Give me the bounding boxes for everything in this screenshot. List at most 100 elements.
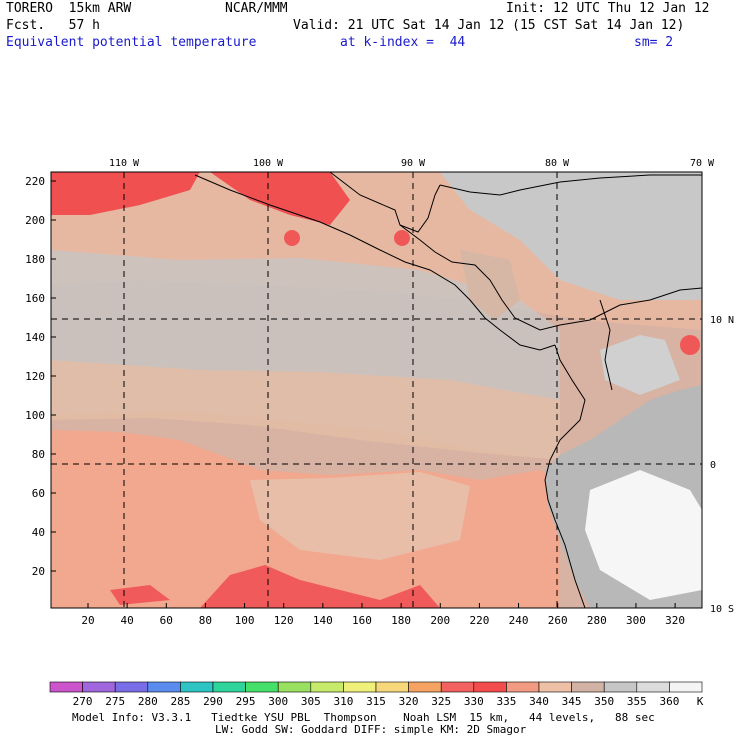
x-tick-label: 80 [199, 614, 212, 627]
lon-label: 100 W [253, 158, 284, 169]
valid-time: Valid: 21 UTC Sat 14 Jan 12 (15 CST Sat … [293, 18, 685, 33]
colorbar-swatch [277, 681, 312, 693]
x-tick-label: 20 [81, 614, 94, 627]
model-info: Model Info: V3.3.1 Tiedtke YSU PBL Thomp… [72, 711, 655, 724]
y-tick-label: 100 [25, 409, 45, 422]
caribbean-coast [399, 224, 702, 331]
colorbar-swatch [310, 681, 344, 693]
field-name: Equivalent potential temperature [6, 35, 257, 50]
colorbar-swatch [147, 681, 181, 693]
x-tick-label: 40 [121, 614, 134, 627]
colorbar-swatch [245, 681, 279, 693]
colorbar-label: 270 [73, 695, 93, 708]
ept-mid-band [51, 360, 560, 460]
colorbar-swatch [49, 681, 83, 693]
forecast-hour: Fcst. 57 h [6, 18, 100, 33]
ept-south-pocket [250, 472, 470, 560]
colorbar-label: 315 [366, 695, 386, 708]
colorbar-label: 335 [496, 695, 516, 708]
ept-red-spot-gulf [394, 230, 410, 246]
ept-red-northwest [51, 172, 200, 215]
colorbar-swatch [669, 681, 703, 693]
pacific-coast-central-america [194, 174, 556, 351]
lat-label: 10 S [710, 604, 734, 615]
x-tick-label: 280 [587, 614, 607, 627]
x-tick-label: 160 [352, 614, 372, 627]
colorbar-swatch [636, 681, 670, 693]
cuba-coast [439, 174, 702, 196]
ept-central-america-land [460, 250, 520, 320]
x-tick-label: 220 [469, 614, 489, 627]
lon-label: 110 W [109, 158, 140, 169]
lon-label: 70 W [690, 158, 715, 169]
colorbar-label: 330 [464, 695, 484, 708]
y-tick-label: 220 [25, 175, 45, 188]
init-time: Init: 12 UTC Thu 12 Jan 12 [506, 1, 710, 16]
colorbar-label: 360 [659, 695, 679, 708]
colorbar-label: 355 [627, 695, 647, 708]
mexico-gulf-coast [329, 172, 441, 233]
colorbar-swatch [603, 681, 638, 693]
x-tick-label: 60 [160, 614, 173, 627]
x-tick-label: 200 [430, 614, 450, 627]
lat-label: 0 [710, 460, 716, 471]
colorbar-swatch [114, 681, 149, 693]
andes-ridge [599, 299, 613, 391]
x-tick-label: 240 [509, 614, 529, 627]
y-tick-label: 140 [25, 331, 45, 344]
ept-red-spot-venezuela [680, 335, 700, 355]
colorbar-label: 295 [236, 695, 256, 708]
map-frame [50, 171, 703, 609]
map-axes: 110 W 100 W 90 W 80 W 70 W 10 N 0 10 S 220 200 180… [25, 158, 734, 627]
ept-white-amazon [585, 470, 702, 600]
colorbar-label: 340 [529, 695, 549, 708]
colorbar-label: 305 [301, 695, 321, 708]
lat-label: 10 N [710, 315, 734, 326]
colorbar-label: 320 [399, 695, 419, 708]
colorbar-label: 290 [203, 695, 223, 708]
ept-grey-colombia [600, 335, 680, 395]
colorbar-label: 345 [562, 695, 582, 708]
colorbar-label: 285 [170, 695, 190, 708]
colorbar-swatch [506, 681, 540, 693]
y-tick-label: 40 [32, 526, 45, 539]
y-tick-label: 180 [25, 253, 45, 266]
y-tick-label: 200 [25, 214, 45, 227]
x-tick-label: 260 [548, 614, 568, 627]
ept-red-south [200, 565, 440, 608]
colorbar-unit: K [697, 695, 704, 708]
graticule [51, 172, 702, 608]
y-tick-label: 80 [32, 448, 45, 461]
x-tick-label: 320 [665, 614, 685, 627]
x-tick-label: 180 [391, 614, 411, 627]
colorbar-swatch [473, 681, 507, 693]
colorbar-swatch [375, 681, 409, 693]
ept-red-south-west [110, 585, 170, 605]
ept-red-spot [284, 230, 300, 246]
y-tick-label: 120 [25, 370, 45, 383]
x-tick-label: 120 [274, 614, 294, 627]
colorbar-label: 310 [333, 695, 353, 708]
x-tick-label: 140 [313, 614, 333, 627]
colorbar-swatch [180, 681, 214, 693]
y-tick-label: 160 [25, 292, 45, 305]
lon-label: 80 W [545, 158, 570, 169]
model-name: TORERO 15km ARW [6, 1, 132, 16]
colorbar-label: 325 [431, 695, 451, 708]
colorbar-label: 275 [105, 695, 125, 708]
colorbar-swatch [82, 681, 116, 693]
colorbar-swatch [343, 681, 377, 693]
colorbar-swatch [408, 681, 442, 693]
pacific-coast-south-america [544, 344, 586, 608]
x-tick-label: 100 [235, 614, 255, 627]
y-tick-label: 20 [32, 565, 45, 578]
colorbar-swatch [212, 681, 246, 693]
organization: NCAR/MMM [225, 1, 288, 16]
smoothing: sm= 2 [634, 35, 674, 50]
colorbar-swatch [571, 681, 605, 693]
lon-label: 90 W [401, 158, 426, 169]
ept-field [51, 172, 702, 608]
x-tick-label: 300 [626, 614, 646, 627]
ept-caribbean-grey [440, 172, 702, 300]
colorbar-label: 350 [594, 695, 614, 708]
